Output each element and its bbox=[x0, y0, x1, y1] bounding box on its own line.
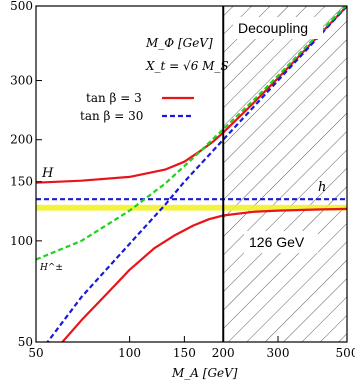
y-tick-label: 500 bbox=[10, 0, 33, 13]
legend-label-tanb3: tan β = 3 bbox=[86, 91, 142, 105]
x-tick-label: 150 bbox=[173, 346, 196, 360]
series-line-2 bbox=[46, 6, 347, 342]
x-tick-label: 50 bbox=[28, 346, 43, 360]
x-tick-label: 300 bbox=[267, 346, 290, 360]
x-tick-label: 200 bbox=[212, 346, 235, 360]
decoupling-label-background bbox=[233, 17, 323, 39]
legend-label-tanb30: tan β = 30 bbox=[80, 109, 143, 123]
plot-frame bbox=[35, 5, 348, 343]
y-tick-label: 200 bbox=[10, 133, 33, 147]
y-tick-label: 100 bbox=[10, 234, 33, 248]
y-tick-label: 300 bbox=[10, 74, 33, 88]
series-line-1 bbox=[60, 207, 347, 342]
annotation-126-gev: 126 GeV bbox=[249, 234, 305, 250]
annotation-xt-label: X_t = √6 M_S bbox=[145, 59, 229, 73]
x-tick-label: 500 bbox=[336, 346, 355, 360]
annotation-mass-label: M_Φ [GeV] bbox=[145, 36, 213, 50]
series-line-0 bbox=[36, 6, 347, 184]
higgs-126-band bbox=[36, 204, 347, 211]
decoupling-region bbox=[223, 6, 347, 342]
annotation-light-higgs-h: h bbox=[318, 180, 326, 195]
y-tick-label: 150 bbox=[10, 175, 33, 189]
higgs-126-label-background bbox=[244, 231, 318, 253]
x-tick-label: 100 bbox=[118, 346, 141, 360]
annotation-decoupling: Decoupling bbox=[238, 20, 308, 36]
annotation-heavy-higgs-H: H bbox=[41, 166, 54, 181]
y-tick-label: 50 bbox=[18, 335, 33, 349]
annotation-charged-higgs: H^± bbox=[39, 263, 63, 273]
x-axis-label: M_A [GeV] bbox=[171, 366, 238, 380]
